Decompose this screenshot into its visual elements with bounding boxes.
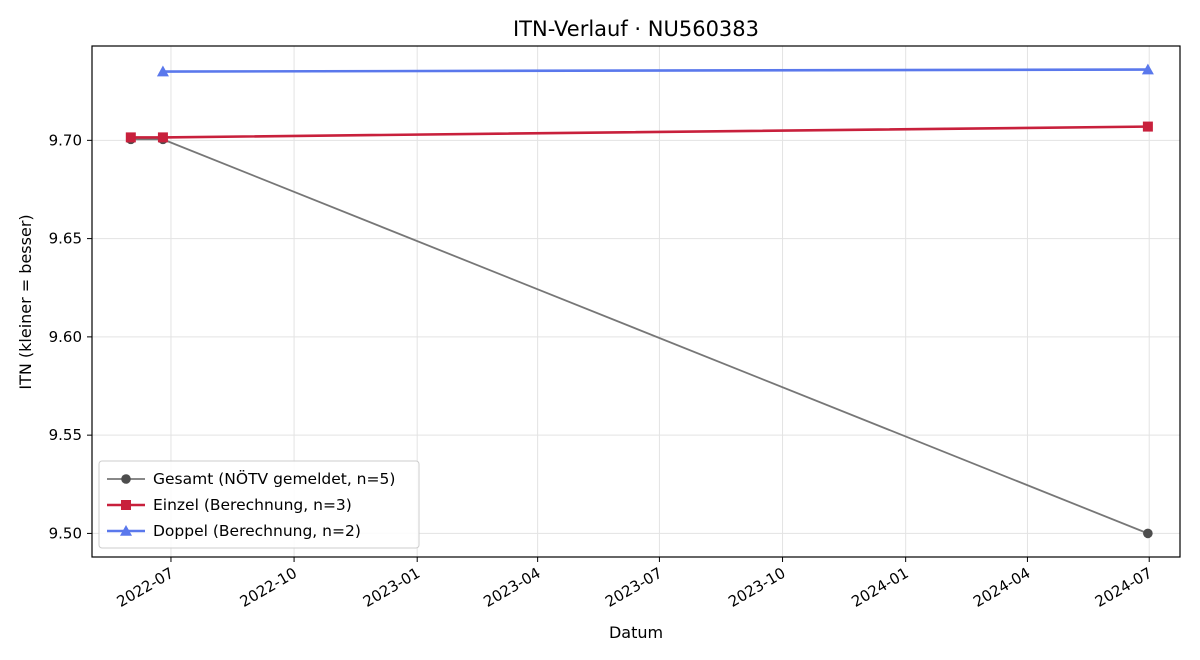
series-2 xyxy=(125,121,1153,143)
series-3 xyxy=(156,63,1154,77)
x-axis-title: Datum xyxy=(609,623,663,642)
marker-point xyxy=(156,65,169,77)
legend-item-3: Doppel (Berechnung, n=2) xyxy=(107,522,361,540)
series-line-3 xyxy=(162,68,1148,73)
y-tick-label: 9.55 xyxy=(49,426,82,444)
legend-box xyxy=(98,460,420,549)
marker-point xyxy=(1143,528,1153,539)
marker-point xyxy=(1142,121,1153,132)
marker-legend xyxy=(121,500,131,510)
marker-point xyxy=(1141,63,1154,75)
marker-legend xyxy=(120,525,132,536)
legend-label: Doppel (Berechnung, n=2) xyxy=(153,522,361,540)
legend: Gesamt (NÖTV gemeldet, n=5) Einzel (Berec… xyxy=(98,460,420,549)
marker-point xyxy=(157,132,168,143)
chart-title: ITN-Verlauf · NU560383 xyxy=(513,17,759,41)
legend-label: Gesamt (NÖTV gemeldet, n=5) xyxy=(153,469,395,488)
series-layer xyxy=(125,63,1154,539)
y-tick-label: 9.60 xyxy=(49,328,82,346)
y-tick-label: 9.50 xyxy=(49,524,82,542)
marker-legend xyxy=(121,474,131,484)
legend-item-1: Gesamt (NÖTV gemeldet, n=5) xyxy=(107,469,395,488)
legend-label: Einzel (Berechnung, n=3) xyxy=(153,496,352,514)
y-tick-label: 9.65 xyxy=(49,230,82,248)
y-tick-label: 9.70 xyxy=(49,131,82,149)
marker-point xyxy=(125,132,136,143)
plot-frame xyxy=(91,45,1181,558)
legend-item-2: Einzel (Berechnung, n=3) xyxy=(107,496,352,514)
y-axis-title: ITN (kleiner = besser) xyxy=(16,214,35,389)
